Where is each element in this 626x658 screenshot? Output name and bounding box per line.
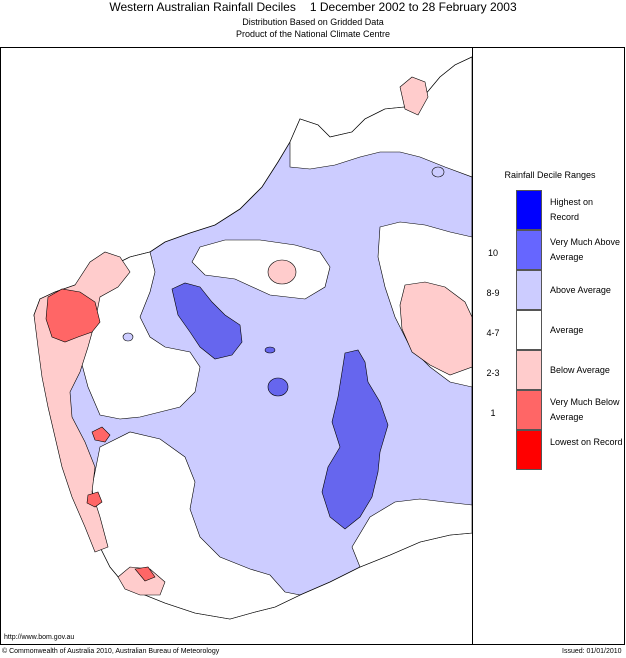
very-much-above-average-north	[171, 282, 243, 360]
legend-label-highest: Highest on Record	[550, 197, 594, 222]
legend-label-above: Above Average	[550, 285, 611, 295]
very-much-below-average-sw	[86, 491, 103, 508]
legend-range-4-7: 4-7	[486, 328, 500, 338]
title-period: 1 December 2002 to 28 February 2003	[309, 0, 517, 14]
very-much-above-average-patch	[267, 377, 289, 397]
footer-copyright: © Commonwealth of Australia 2010, Austra…	[2, 648, 220, 655]
average-southeast	[351, 498, 472, 568]
very-much-below-average-patch	[91, 426, 111, 443]
below-average-east	[399, 281, 472, 376]
legend-range-10: 10	[487, 248, 498, 258]
legend-label-average: Average	[550, 325, 584, 335]
footer-issued: Issued: 01/01/2010	[562, 648, 622, 655]
legend-range-8-9: 8-9	[486, 288, 500, 298]
legend-swatch-above	[516, 270, 542, 310]
legend-label-below: Below Average	[550, 365, 610, 375]
legend-label-very-much-below: Very Much Below Average	[550, 397, 620, 422]
legend-swatch-very-much-above	[516, 230, 542, 270]
legend-range-2-3: 2-3	[486, 368, 500, 378]
map-frame	[0, 47, 625, 645]
below-average-north-east	[399, 76, 429, 116]
average-north-coast	[289, 56, 472, 178]
footer-url[interactable]: http://www.bom.gov.au	[4, 634, 75, 641]
legend-swatch-average	[516, 310, 542, 350]
average-central-north	[191, 239, 331, 300]
very-much-above-average-small	[264, 346, 276, 354]
very-much-above-average-east	[321, 349, 389, 530]
subtitle-product: Product of the National Climate Centre	[235, 29, 391, 39]
map-title: Western Australian Rainfall Deciles 1 Dec…	[0, 0, 626, 14]
legend-label-very-much-above: Very Much Above Average	[550, 237, 621, 262]
title-text: Western Australian Rainfall Deciles	[109, 0, 296, 14]
legend-swatch-lowest	[516, 430, 542, 470]
legend-label-lowest: Lowest on Record	[550, 437, 623, 447]
rainfall-map	[33, 56, 472, 620]
legend-divider	[472, 47, 473, 645]
very-much-below-average-south	[134, 566, 156, 582]
subtitle-distribution: Distribution Based on Gridded Data	[242, 17, 384, 27]
below-average-central	[267, 259, 297, 285]
legend-swatch-below	[516, 350, 542, 390]
legend-range-1: 1	[490, 408, 496, 418]
legend-title: Rainfall Decile Ranges	[504, 170, 596, 180]
very-much-below-average-coast	[45, 288, 101, 343]
above-average-islet-1	[431, 166, 445, 178]
above-average-islet-2	[122, 332, 134, 342]
legend-swatch-very-much-below	[516, 390, 542, 430]
legend-swatch-highest	[516, 190, 542, 230]
